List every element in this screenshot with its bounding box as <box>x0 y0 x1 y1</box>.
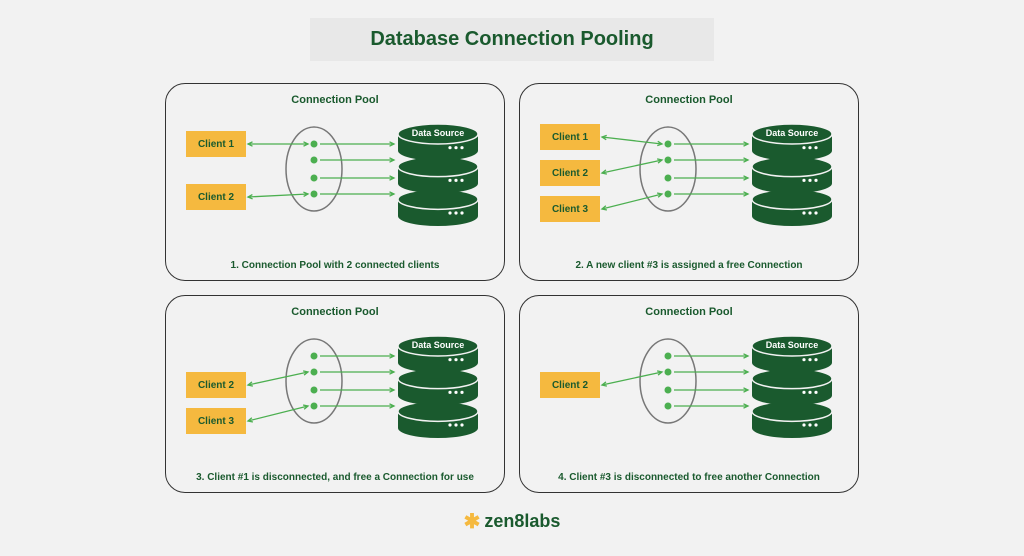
client-box: Client 3 <box>540 196 600 222</box>
pool-label: Connection Pool <box>520 94 858 106</box>
brand-asterisk-icon: ✱ <box>464 512 481 532</box>
panel-svg <box>166 84 506 282</box>
datasource-label: Data Source <box>757 340 827 350</box>
diagram-title: Database Connection Pooling <box>310 18 713 61</box>
client-box: Client 1 <box>186 131 246 157</box>
client-box: Client 2 <box>186 184 246 210</box>
panel-2: Connection Pool Data Source Client 1 Client… <box>519 83 859 281</box>
client-box: Client 2 <box>540 160 600 186</box>
footer-brand: ✱ zen8labs <box>464 511 561 532</box>
client-box: Client 2 <box>540 372 600 398</box>
pool-label: Connection Pool <box>166 94 504 106</box>
panel-caption: 1. Connection Pool with 2 connected clie… <box>186 259 484 272</box>
client-box: Client 2 <box>186 372 246 398</box>
panel-caption: 2. A new client #3 is assigned a free Co… <box>540 259 838 272</box>
datasource-label: Data Source <box>403 340 473 350</box>
panel-caption: 4. Client #3 is disconnected to free ano… <box>540 471 838 484</box>
panel-1: Connection Pool Data Source Client 1 Client… <box>165 83 505 281</box>
pool-label: Connection Pool <box>166 306 504 318</box>
panel-3: Connection Pool Data Source Client 2 Client… <box>165 295 505 493</box>
panel-grid: Connection Pool Data Source Client 1 Client… <box>151 83 873 493</box>
panel-4: Connection Pool Data Source Client 2 4. Cli… <box>519 295 859 493</box>
client-box: Client 1 <box>540 124 600 150</box>
datasource-label: Data Source <box>403 128 473 138</box>
brand-text: zen8labs <box>484 511 560 532</box>
client-box: Client 3 <box>186 408 246 434</box>
panel-caption: 3. Client #1 is disconnected, and free a… <box>186 471 484 484</box>
pool-label: Connection Pool <box>520 306 858 318</box>
datasource-label: Data Source <box>757 128 827 138</box>
